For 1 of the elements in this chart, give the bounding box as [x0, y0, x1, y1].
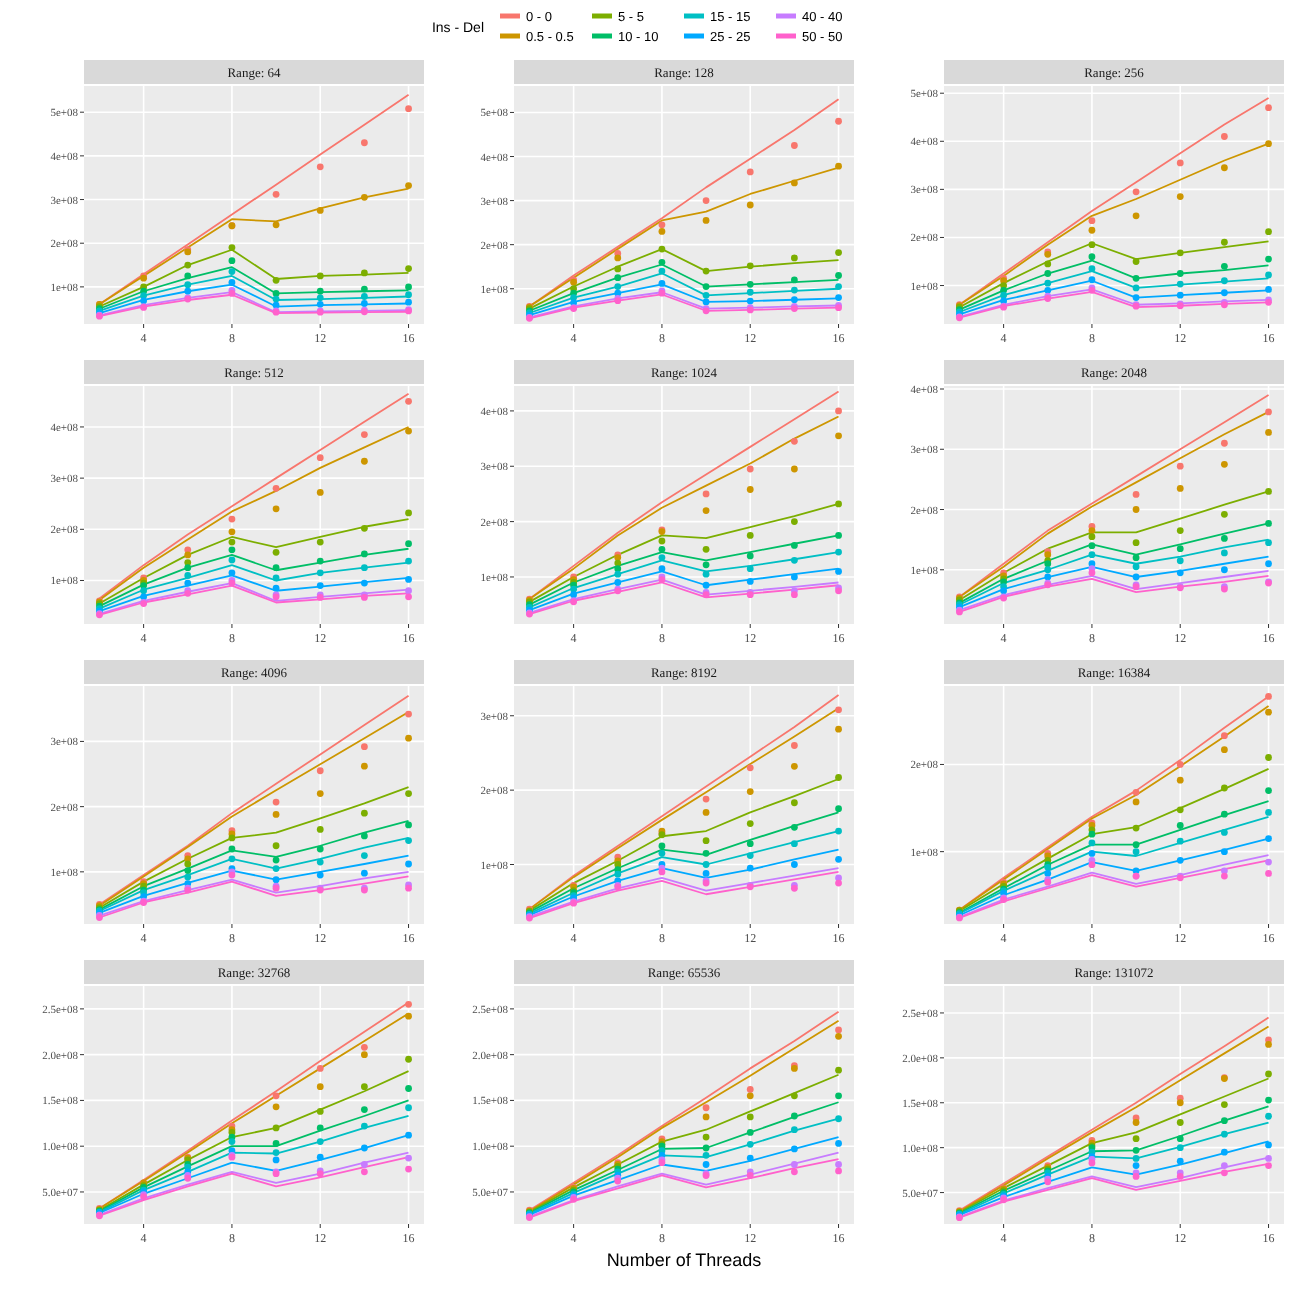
x-axis-title: Number of Threads — [606, 1250, 763, 1270]
